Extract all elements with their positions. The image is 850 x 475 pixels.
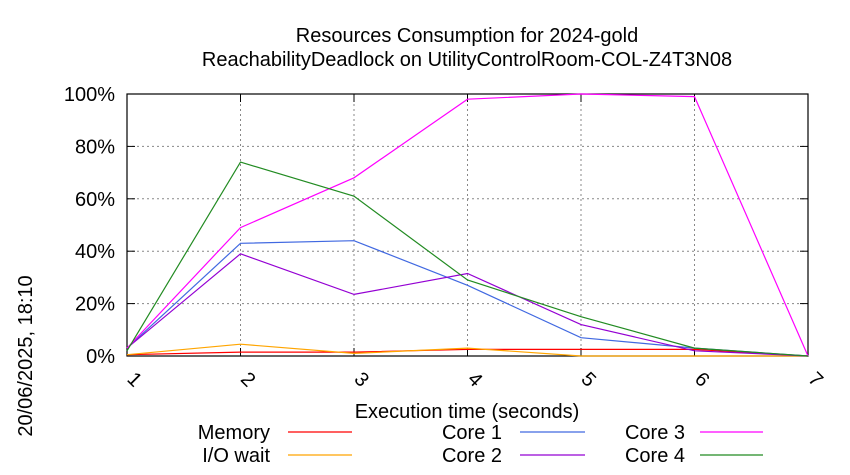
legend-label: Memory bbox=[198, 422, 270, 444]
plot-area bbox=[126, 93, 809, 357]
plot-frame bbox=[126, 93, 809, 357]
series-line-memory bbox=[126, 348, 809, 357]
tick-labels: 0% 20% 40% 60% 80% 100% 1 2 3 4 5 6 7 bbox=[64, 84, 827, 391]
y-tick-label: 0% bbox=[86, 346, 115, 368]
x-tick-label: 4 bbox=[463, 368, 486, 391]
series-line-i-o-wait bbox=[126, 343, 808, 357]
grid-lines bbox=[127, 94, 808, 356]
y-tick-label: 60% bbox=[75, 189, 115, 211]
side-timestamp: 20/06/2025, 18:10 bbox=[15, 275, 37, 436]
y-tick-label: 80% bbox=[75, 136, 115, 158]
x-tick-label: 2 bbox=[236, 368, 259, 391]
y-tick-label: 40% bbox=[75, 241, 115, 263]
chart-subtitle: ReachabilityDeadlock on UtilityControlRo… bbox=[202, 49, 732, 71]
x-tick-label: 5 bbox=[577, 368, 600, 391]
x-tick-label: 7 bbox=[804, 368, 827, 391]
y-tick-label: 20% bbox=[75, 294, 115, 316]
y-tick-label: 100% bbox=[64, 84, 115, 106]
series-line-core-2 bbox=[126, 253, 809, 357]
x-tick-label: 3 bbox=[350, 368, 373, 391]
x-axis-label: Execution time (seconds) bbox=[355, 401, 580, 423]
legend-label: Core 1 bbox=[442, 422, 502, 444]
legend-label: Core 3 bbox=[625, 422, 685, 444]
legend-label: Core 2 bbox=[442, 445, 502, 467]
series-line-core-3 bbox=[126, 93, 809, 357]
legend-label: Core 4 bbox=[625, 445, 685, 467]
axes bbox=[126, 93, 809, 357]
series-line-core-4 bbox=[126, 161, 809, 357]
legend-label: I/O wait bbox=[202, 445, 270, 467]
x-tick-label: 1 bbox=[123, 368, 146, 391]
x-tick-label: 6 bbox=[690, 368, 713, 391]
chart-title: Resources Consumption for 2024-gold bbox=[296, 25, 638, 47]
series-line-core-1 bbox=[126, 240, 809, 357]
